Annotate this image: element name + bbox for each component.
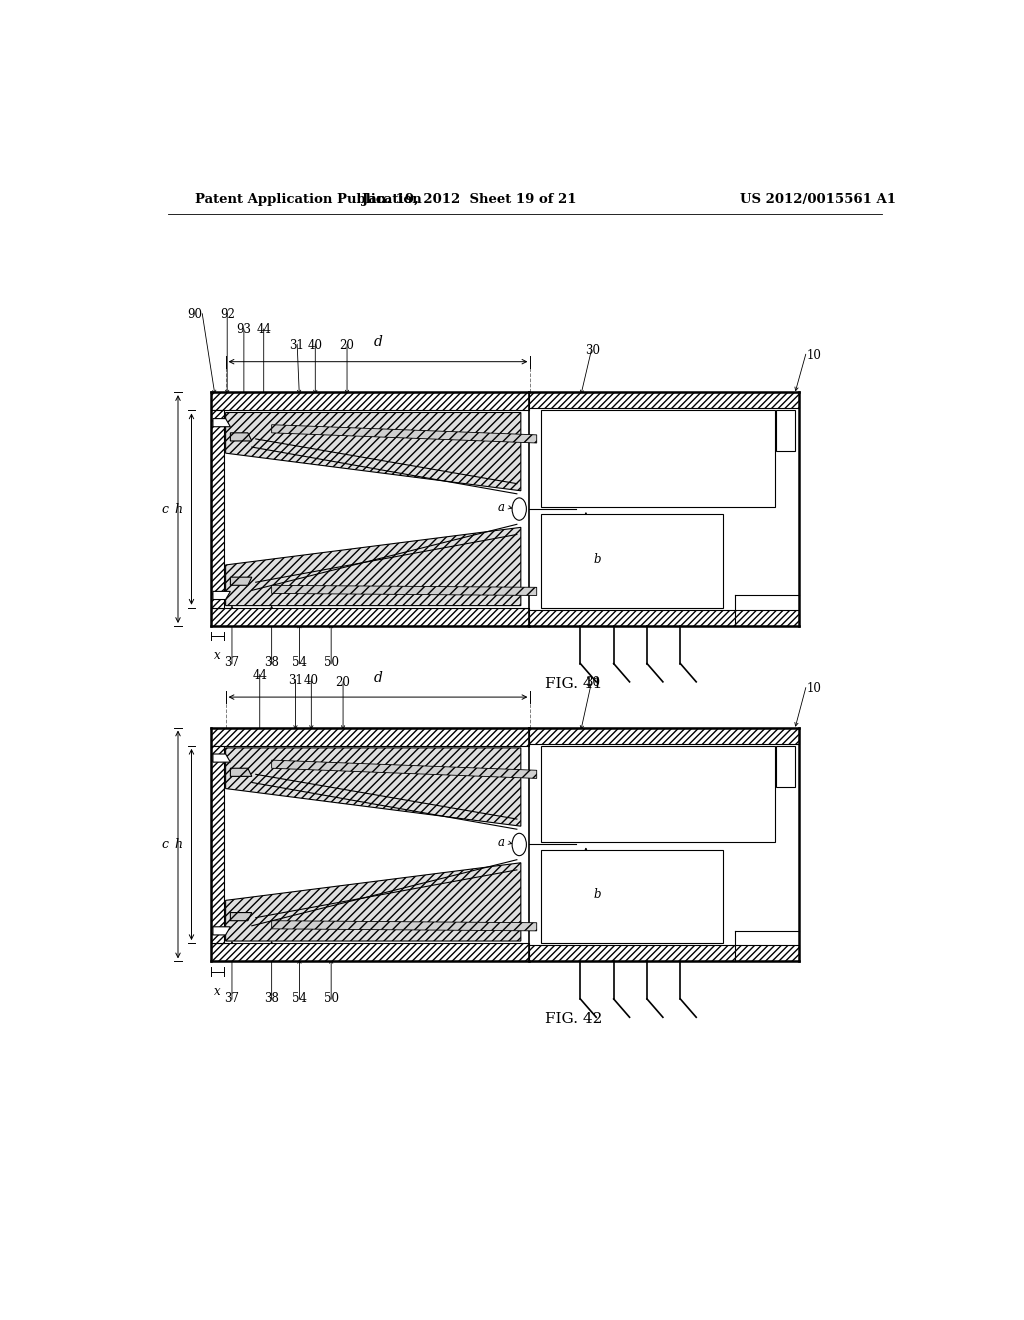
Text: 40: 40 [304,675,318,686]
Text: 90: 90 [186,308,202,321]
Bar [211,607,528,626]
Bar [211,411,224,607]
Text: c: c [162,838,169,851]
Text: 50: 50 [324,991,339,1005]
Text: a: a [498,500,505,513]
Text: 10: 10 [807,682,821,696]
Text: a: a [498,836,505,849]
Bar [541,746,775,842]
Polygon shape [271,425,537,444]
Polygon shape [225,863,521,941]
Bar [211,942,528,961]
Text: 31: 31 [290,338,304,351]
Text: h: h [174,503,182,516]
Polygon shape [213,418,230,426]
Polygon shape [230,768,252,776]
Text: Patent Application Publication: Patent Application Publication [196,193,422,206]
Bar [528,727,799,744]
Text: 54: 54 [292,991,307,1005]
Polygon shape [225,412,521,491]
Polygon shape [225,528,521,606]
Bar [776,746,795,787]
Polygon shape [213,927,230,935]
Bar [211,392,528,411]
Text: 54: 54 [292,656,307,669]
Ellipse shape [512,833,526,855]
Text: 31: 31 [288,675,303,686]
Text: 38: 38 [264,991,280,1005]
Text: FIG. 42: FIG. 42 [545,1012,602,1026]
Text: 92: 92 [220,308,234,321]
Text: d: d [374,335,382,350]
Text: 37: 37 [224,991,240,1005]
Text: 20: 20 [336,676,350,689]
Text: 20: 20 [340,338,354,351]
Bar [541,850,723,942]
Text: 38: 38 [264,656,280,669]
Text: 10: 10 [807,348,821,362]
Ellipse shape [512,498,526,520]
Text: 50: 50 [324,656,339,669]
Polygon shape [271,760,537,779]
Polygon shape [230,577,252,585]
Text: FIG. 41: FIG. 41 [545,677,602,690]
Bar [211,746,224,942]
Text: Jan. 19, 2012  Sheet 19 of 21: Jan. 19, 2012 Sheet 19 of 21 [362,193,577,206]
Text: x: x [214,649,221,663]
Polygon shape [213,754,230,762]
Bar [528,411,799,610]
Text: d: d [374,671,382,685]
Bar [211,727,528,746]
Bar [541,513,723,607]
Text: b: b [594,553,601,566]
Bar [776,411,795,451]
Text: h: h [174,838,182,851]
Text: c: c [162,503,169,516]
Polygon shape [271,585,537,595]
Polygon shape [230,433,252,441]
Bar [528,945,799,961]
Text: 30: 30 [585,676,600,689]
Polygon shape [225,748,521,826]
Text: 44: 44 [252,669,267,682]
Text: b: b [594,888,601,902]
Text: 37: 37 [224,656,240,669]
Text: US 2012/0015561 A1: US 2012/0015561 A1 [740,193,896,206]
Text: x: x [214,985,221,998]
Text: 40: 40 [308,338,323,351]
Polygon shape [271,921,537,931]
Text: 30: 30 [585,343,600,356]
Bar [541,411,775,507]
Polygon shape [230,912,252,921]
Bar [528,392,799,408]
Text: 44: 44 [256,323,271,337]
Text: 93: 93 [237,323,251,337]
Bar [528,746,799,945]
Bar [528,610,799,626]
Polygon shape [213,591,230,599]
